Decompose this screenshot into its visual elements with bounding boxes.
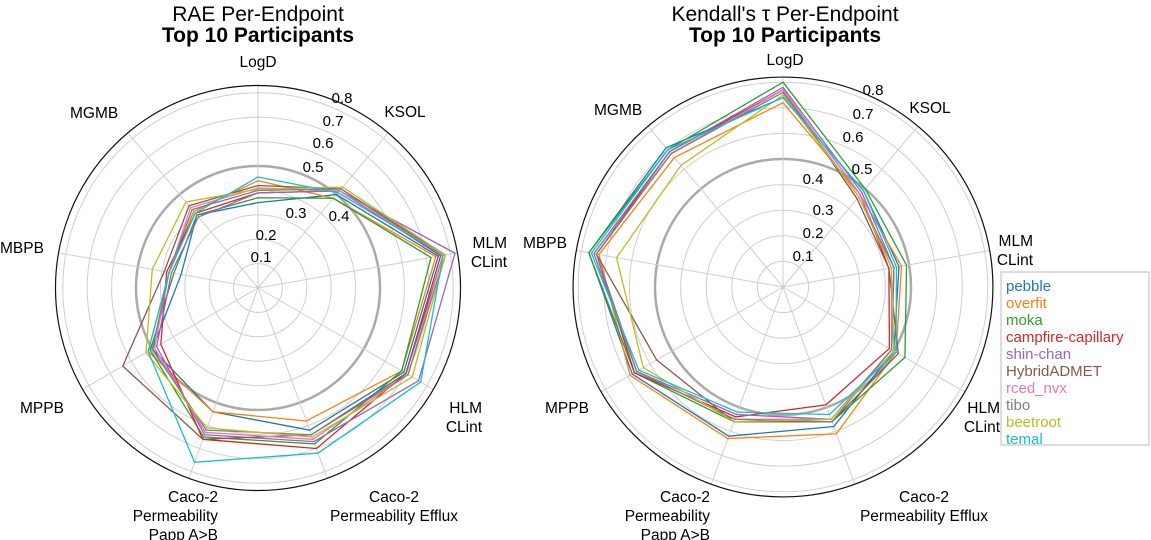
axis-label: Caco-2 Permeability Papp A>B xyxy=(625,489,711,540)
axis-label: HLM CLint xyxy=(446,400,483,436)
r-tick-label: 0.1 xyxy=(251,249,272,266)
legend-entry: shin-chan xyxy=(1006,346,1071,363)
axis-label: MLM CLint xyxy=(997,233,1034,269)
r-tick-label: 0.2 xyxy=(256,227,277,244)
legend-entry: tibo xyxy=(1006,397,1030,414)
spoke xyxy=(82,287,259,390)
series-hybridadmet xyxy=(121,184,444,440)
series-overfit xyxy=(598,101,903,440)
legend-entry: moka xyxy=(1006,312,1043,329)
series-pebble xyxy=(588,96,900,437)
series-beetroot xyxy=(615,94,895,423)
r-tick-label: 0.6 xyxy=(843,129,864,146)
series-temal xyxy=(590,96,898,416)
chart-subtitle: Top 10 Participants xyxy=(162,24,354,47)
legend-entry: rced_nvx xyxy=(1006,380,1067,397)
kendall-tau-radar-chart: Kendall's τ Per-Endpoint Top 10 Particip… xyxy=(523,3,1034,540)
legend-entry: pebble xyxy=(1006,278,1051,295)
spoke xyxy=(782,250,990,288)
rae-radar-chart: RAE Per-Endpoint Top 10 Participants 0.1… xyxy=(0,3,508,540)
spoke xyxy=(257,287,328,479)
legend-entry: temal xyxy=(1006,431,1043,448)
spoke xyxy=(576,250,784,288)
axis-label: KSOL xyxy=(384,104,426,121)
legend-entry: campfire-capillary xyxy=(1006,329,1124,346)
axis-label: Caco-2 Permeability Efflux xyxy=(330,489,458,525)
series-pebble xyxy=(151,193,439,431)
legend-entry: beetroot xyxy=(1006,414,1062,431)
r-tick-label: 0.6 xyxy=(313,135,334,152)
r-tick-label: 0.3 xyxy=(813,202,834,219)
axis-label: KSOL xyxy=(909,100,951,117)
spoke xyxy=(58,252,259,289)
outer-ring xyxy=(572,76,994,498)
r-tick-label: 0.8 xyxy=(332,90,353,107)
r-tick-label: 0.1 xyxy=(793,248,814,265)
axis-label: MLM CLint xyxy=(471,235,508,271)
spoke xyxy=(647,125,784,288)
axis-label: Caco-2 Permeability Efflux xyxy=(860,489,988,525)
spoke xyxy=(127,132,259,289)
series-rced-nvx xyxy=(153,187,444,440)
axis-label: MGMB xyxy=(70,105,118,122)
chart-title: Kendall's τ Per-Endpoint xyxy=(671,3,898,26)
axis-label: MBPB xyxy=(523,235,567,252)
axis-label: LogD xyxy=(239,54,276,71)
chart-subtitle: Top 10 Participants xyxy=(689,24,881,47)
r-tick-label: 0.4 xyxy=(803,171,824,188)
r-tick-label: 0.7 xyxy=(323,113,344,130)
series-beetroot xyxy=(145,186,447,438)
r-tick-label: 0.5 xyxy=(303,159,324,176)
axis-label: Caco-2 Permeability Papp A>B xyxy=(133,489,219,540)
legend-entry: overfit xyxy=(1006,295,1048,312)
spoke xyxy=(600,286,784,393)
axis-label: HLM CLint xyxy=(964,400,1001,436)
spoke xyxy=(257,132,389,289)
spoke xyxy=(782,286,966,393)
r-tick-label: 0.4 xyxy=(329,208,350,225)
axis-label: MPPB xyxy=(20,400,64,417)
r-tick-label: 0.7 xyxy=(853,106,874,123)
series-temal xyxy=(147,176,444,463)
r-tick-label: 0.3 xyxy=(286,205,307,222)
spoke xyxy=(257,252,458,289)
axis-label: MBPB xyxy=(0,240,44,257)
spoke xyxy=(710,286,784,485)
spoke xyxy=(782,286,856,485)
axis-label: LogD xyxy=(766,52,803,69)
legend: pebbleoverfitmokacampfire-capillaryshin-… xyxy=(1000,271,1150,448)
r-tick-label: 0.8 xyxy=(863,82,884,99)
r-tick-label: 0.2 xyxy=(803,225,824,242)
chart-title: RAE Per-Endpoint xyxy=(172,3,344,26)
spoke xyxy=(188,287,259,479)
series-lines xyxy=(588,81,908,440)
axis-label: MGMB xyxy=(594,102,642,119)
axis-label: MPPB xyxy=(545,400,589,417)
series-shin-chan xyxy=(593,86,895,420)
outer-ring xyxy=(54,84,462,492)
series-lines xyxy=(121,176,456,463)
legend-entry: HybridADMET xyxy=(1006,363,1102,380)
r-tick-label: 0.5 xyxy=(852,161,873,178)
series-shin-chan xyxy=(155,190,456,443)
legend-box xyxy=(1000,271,1150,446)
spoke xyxy=(782,125,919,288)
grid xyxy=(572,76,994,498)
grid xyxy=(54,84,462,492)
